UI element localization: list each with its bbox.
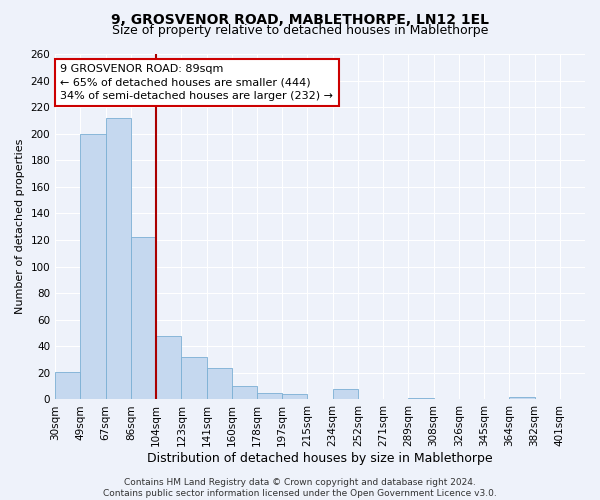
Text: Size of property relative to detached houses in Mablethorpe: Size of property relative to detached ho… <box>112 24 488 37</box>
Bar <box>509 397 535 400</box>
Bar <box>206 368 232 400</box>
Bar <box>80 134 106 400</box>
Bar <box>232 386 257 400</box>
Bar <box>131 238 156 400</box>
Y-axis label: Number of detached properties: Number of detached properties <box>15 139 25 314</box>
Bar <box>257 393 282 400</box>
Bar <box>332 389 358 400</box>
Text: 9, GROSVENOR ROAD, MABLETHORPE, LN12 1EL: 9, GROSVENOR ROAD, MABLETHORPE, LN12 1EL <box>111 12 489 26</box>
Bar <box>106 118 131 400</box>
Text: 9 GROSVENOR ROAD: 89sqm
← 65% of detached houses are smaller (444)
34% of semi-d: 9 GROSVENOR ROAD: 89sqm ← 65% of detache… <box>61 64 334 101</box>
Text: Contains HM Land Registry data © Crown copyright and database right 2024.
Contai: Contains HM Land Registry data © Crown c… <box>103 478 497 498</box>
Bar <box>55 372 80 400</box>
Bar <box>156 336 181 400</box>
Bar <box>282 394 307 400</box>
X-axis label: Distribution of detached houses by size in Mablethorpe: Distribution of detached houses by size … <box>147 452 493 465</box>
Bar <box>409 398 434 400</box>
Bar <box>181 357 206 400</box>
